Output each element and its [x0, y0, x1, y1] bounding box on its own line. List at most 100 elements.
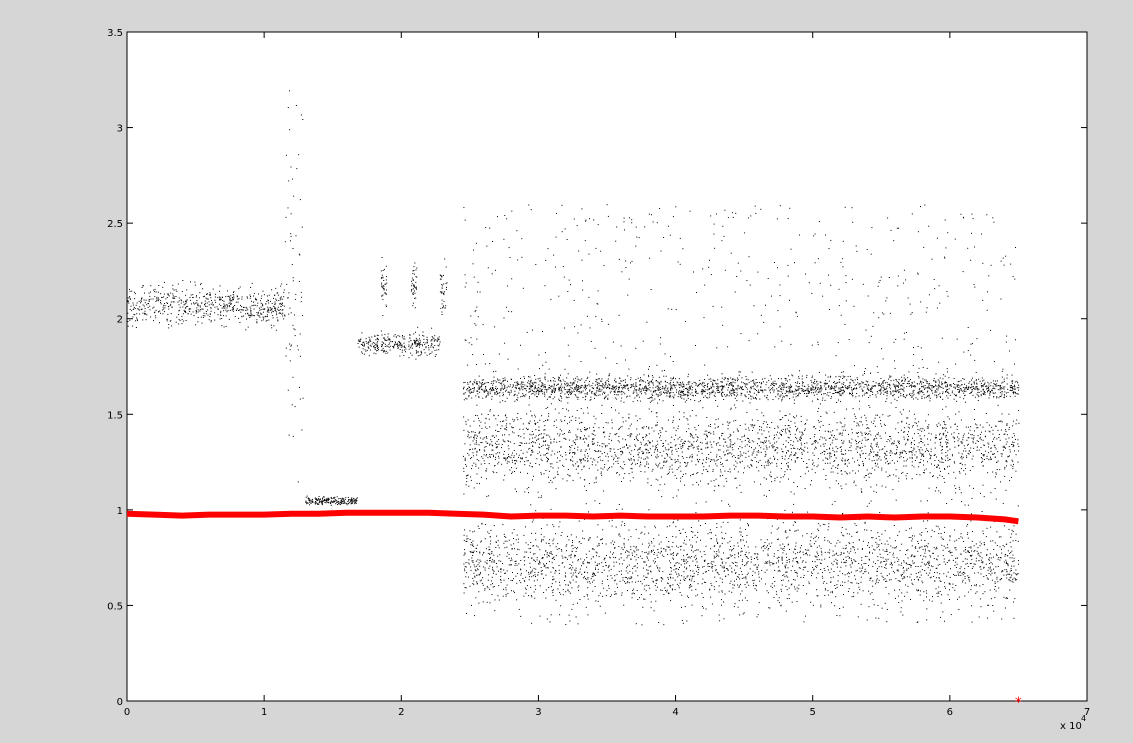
data-point [743, 472, 744, 474]
data-point [798, 393, 799, 395]
data-point [714, 396, 716, 397]
data-point [288, 313, 290, 315]
data-point [561, 456, 563, 458]
data-point [306, 502, 308, 504]
data-point [553, 438, 555, 440]
data-point [495, 386, 497, 388]
data-point [870, 434, 872, 436]
data-point [975, 379, 977, 381]
data-point [741, 381, 742, 383]
data-point [487, 391, 489, 393]
data-point [743, 452, 745, 454]
data-point [830, 398, 832, 399]
data-point [520, 471, 521, 473]
data-point [906, 382, 908, 384]
data-point [346, 504, 348, 506]
data-point [221, 318, 223, 319]
data-point [199, 292, 201, 294]
data-point [325, 498, 327, 500]
data-point [256, 322, 258, 324]
data-point [278, 309, 280, 311]
data-point [476, 404, 478, 406]
data-point [864, 392, 866, 394]
data-point [879, 393, 881, 395]
data-point [886, 395, 888, 397]
data-point [277, 319, 279, 321]
data-point [832, 387, 834, 389]
data-point [129, 296, 131, 298]
data-point [914, 385, 916, 387]
data-point [185, 294, 187, 296]
data-point [735, 466, 737, 468]
data-point [238, 288, 240, 290]
data-point [710, 386, 712, 388]
data-point [411, 354, 413, 356]
data-point [866, 432, 867, 434]
data-point [508, 434, 510, 436]
data-point [678, 393, 680, 395]
data-point [577, 387, 579, 389]
data-point [411, 342, 413, 344]
data-point [624, 386, 626, 387]
data-point [638, 433, 640, 435]
data-point [692, 386, 694, 388]
data-point [993, 392, 995, 394]
data-point [504, 457, 505, 459]
data-point [794, 447, 796, 449]
data-point [761, 412, 763, 414]
data-point [237, 296, 238, 298]
data-point [643, 374, 645, 376]
data-point [473, 390, 475, 392]
data-point [487, 392, 489, 394]
data-point [507, 385, 509, 387]
data-point [747, 450, 749, 452]
data-point [862, 374, 864, 376]
data-point [716, 443, 718, 444]
data-point [164, 311, 165, 313]
data-point [167, 294, 169, 296]
data-point [916, 425, 918, 427]
data-point [746, 437, 748, 439]
data-point [572, 383, 574, 385]
data-point [431, 343, 432, 345]
data-point [707, 483, 709, 485]
data-point [229, 305, 230, 307]
data-point [1008, 437, 1010, 439]
data-point [554, 387, 556, 389]
data-point [369, 339, 371, 341]
data-point [654, 398, 656, 400]
data-point [399, 344, 401, 346]
data-point [547, 448, 549, 450]
data-point [620, 391, 622, 393]
data-point [486, 437, 488, 439]
data-point [763, 477, 765, 479]
data-point [698, 384, 700, 386]
data-point [942, 393, 944, 395]
data-point [394, 344, 396, 346]
data-point [484, 389, 486, 391]
data-point [569, 393, 571, 395]
data-point [705, 438, 706, 440]
data-point [753, 392, 755, 394]
data-point [499, 452, 501, 454]
data-point [831, 385, 832, 387]
data-point [921, 395, 923, 397]
data-point [256, 319, 258, 321]
data-point [992, 380, 994, 382]
data-point [1015, 423, 1017, 425]
data-point [734, 392, 736, 393]
data-point [249, 315, 251, 317]
data-point [961, 453, 963, 455]
data-point [358, 346, 360, 348]
data-point [959, 471, 960, 473]
data-point [488, 463, 490, 465]
data-point [1007, 392, 1009, 393]
data-point [911, 464, 913, 466]
data-point [691, 460, 693, 462]
data-point [710, 433, 712, 435]
data-point [316, 502, 317, 504]
data-point [529, 380, 531, 382]
data-point [763, 465, 765, 467]
data-point [194, 281, 196, 283]
data-point [127, 321, 129, 323]
